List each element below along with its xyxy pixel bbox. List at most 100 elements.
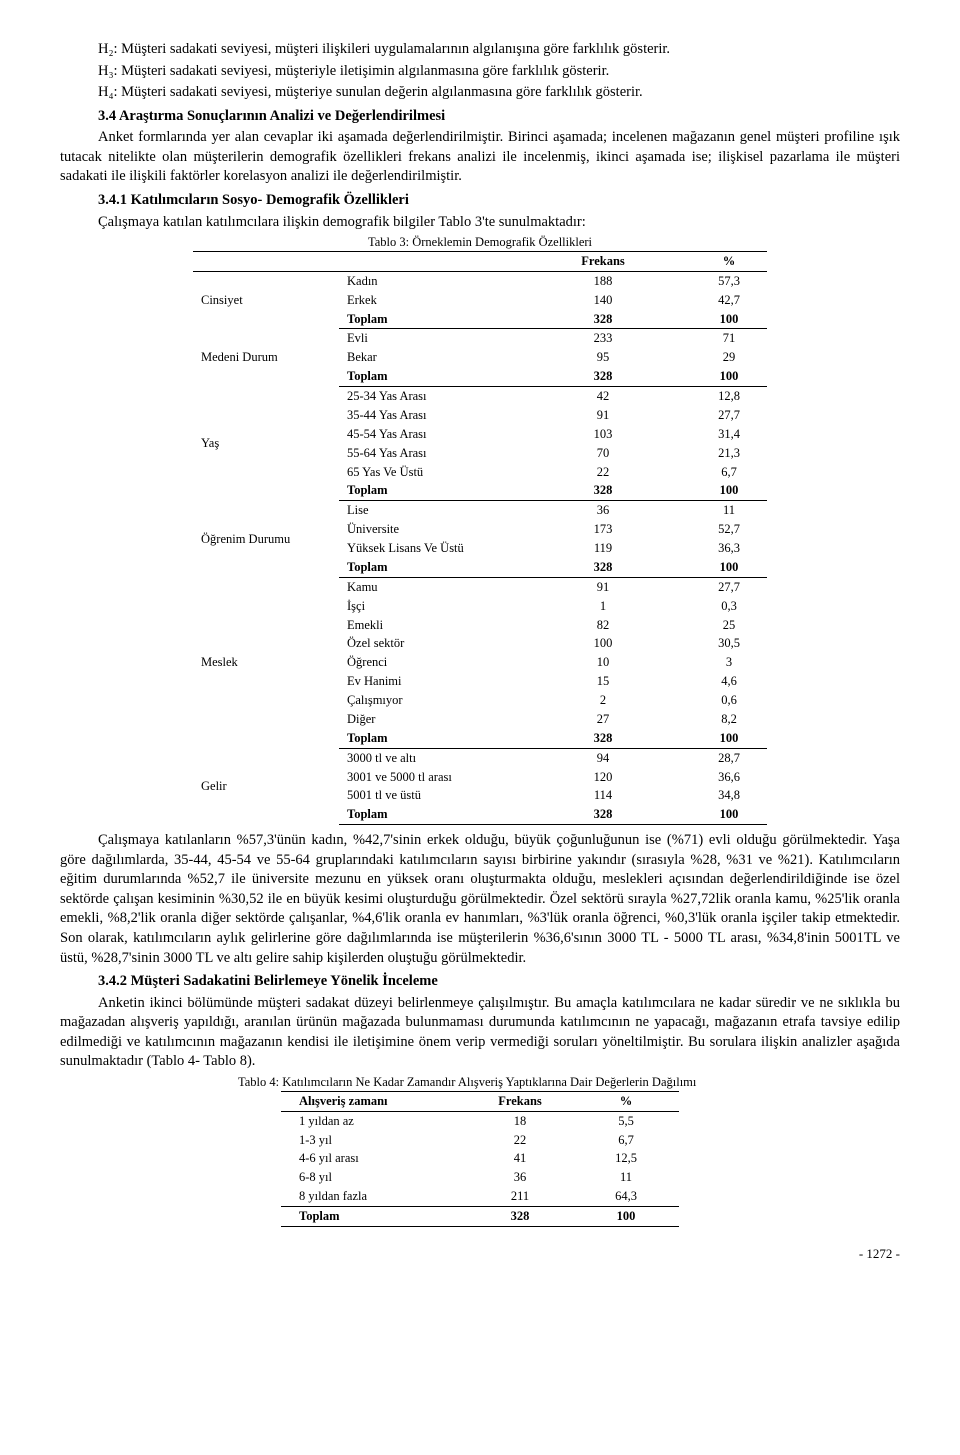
table3-row-name: 65 Yas Ve Üstü: [339, 463, 515, 482]
table3-row-name: 55-64 Yas Arası: [339, 444, 515, 463]
table3-group-label: Cinsiyet: [193, 271, 339, 329]
table3-row-freq: 100: [515, 634, 691, 653]
table4-row-freq: 22: [467, 1131, 573, 1150]
table3-total-label: Toplam: [339, 481, 515, 500]
hypothesis-h2: H₂: Müşteri sadakati seviyesi, müşteri i…: [60, 40, 900, 60]
table3-row-pct: 31,4: [691, 425, 767, 444]
table3-row-pct: 12,8: [691, 387, 767, 406]
table3-total-freq: 328: [515, 481, 691, 500]
table3-total-pct: 100: [691, 729, 767, 748]
table3-total-pct: 100: [691, 481, 767, 500]
table3-head-freq: Frekans: [515, 251, 691, 271]
table3-row-name: Erkek: [339, 291, 515, 310]
table4-row-freq: 18: [467, 1111, 573, 1130]
table3-total-pct: 100: [691, 310, 767, 329]
table3-row-name: 3000 tl ve altı: [339, 748, 515, 767]
table4-row-name: 8 yıldan fazla: [281, 1187, 467, 1206]
table3-row-pct: 0,6: [691, 691, 767, 710]
table3-row-freq: 94: [515, 748, 691, 767]
table3-row-name: Lise: [339, 501, 515, 520]
table3-caption: Tablo 3: Örneklemin Demografik Özellikle…: [60, 234, 900, 251]
table3-row-freq: 173: [515, 520, 691, 539]
table4-row-pct: 11: [573, 1168, 679, 1187]
table3-row-name: Öğrenci: [339, 653, 515, 672]
table3-row-pct: 71: [691, 329, 767, 348]
section-3-4-1-title: 3.4.1 Katılımcıların Sosyo- Demografik Ö…: [60, 191, 900, 211]
section-3-4-title: 3.4 Araştırma Sonuçlarının Analizi ve De…: [60, 107, 900, 127]
table4-row-freq: 211: [467, 1187, 573, 1206]
table3-row-name: Üniversite: [339, 520, 515, 539]
table3-row-freq: 91: [515, 577, 691, 596]
table3-row-name: Bekar: [339, 348, 515, 367]
table3-row-freq: 70: [515, 444, 691, 463]
table3-total-freq: 328: [515, 805, 691, 824]
table3-row-name: Ev Hanimi: [339, 672, 515, 691]
table3-row-name: 3001 ve 5000 tl arası: [339, 768, 515, 787]
table3-row-name: 45-54 Yas Arası: [339, 425, 515, 444]
hypothesis-h4: H₄: Müşteri sadakati seviyesi, müşteriye…: [60, 83, 900, 103]
section-3-4-2-title: 3.4.2 Müşteri Sadakatini Belirlemeye Yön…: [60, 972, 900, 992]
page-number: - 1272 -: [60, 1245, 900, 1263]
table3-row-freq: 91: [515, 406, 691, 425]
table3-total-pct: 100: [691, 558, 767, 577]
table3-row-name: Çalışmıyor: [339, 691, 515, 710]
table4-row-name: 6-8 yıl: [281, 1168, 467, 1187]
after-table3-paragraph: Çalışmaya katılanların %57,3'ünün kadın,…: [60, 831, 900, 968]
table4-row-pct: 64,3: [573, 1187, 679, 1206]
table3-row-name: Yüksek Lisans Ve Üstü: [339, 539, 515, 558]
table3-row-freq: 120: [515, 768, 691, 787]
table3-row-pct: 0,3: [691, 597, 767, 616]
table3-total-label: Toplam: [339, 805, 515, 824]
table3-row-pct: 28,7: [691, 748, 767, 767]
table4-row-pct: 12,5: [573, 1149, 679, 1168]
table4-head-time: Alışveriş zamanı: [281, 1091, 467, 1111]
table3-group-label: Medeni Durum: [193, 329, 339, 387]
table3-row-name: 35-44 Yas Arası: [339, 406, 515, 425]
hypothesis-h3: H₃: Müşteri sadakati seviyesi, müşteriyl…: [60, 62, 900, 82]
table3-row-freq: 140: [515, 291, 691, 310]
table4-total-label: Toplam: [281, 1207, 467, 1227]
table4-row-pct: 5,5: [573, 1111, 679, 1130]
table3-row-freq: 42: [515, 387, 691, 406]
table3-group-label: Yaş: [193, 387, 339, 501]
table3-row-freq: 10: [515, 653, 691, 672]
table3-row-pct: 42,7: [691, 291, 767, 310]
table4-total-freq: 328: [467, 1207, 573, 1227]
table3-row-pct: 3: [691, 653, 767, 672]
table4-caption: Tablo 4: Katılımcıların Ne Kadar Zamandı…: [200, 1074, 900, 1091]
table3-row-freq: 15: [515, 672, 691, 691]
table3-head-pct: %: [691, 251, 767, 271]
table3-row-freq: 95: [515, 348, 691, 367]
table4-total-pct: 100: [573, 1207, 679, 1227]
table3-row-freq: 2: [515, 691, 691, 710]
table3-row-pct: 34,8: [691, 786, 767, 805]
page: H₂: Müşteri sadakati seviyesi, müşteri i…: [0, 0, 960, 1302]
table3-row-freq: 27: [515, 710, 691, 729]
table3-row-freq: 22: [515, 463, 691, 482]
table3-row-name: İşçi: [339, 597, 515, 616]
section-3-4-body: Anket formlarında yer alan cevaplar iki …: [60, 128, 900, 187]
table3-row-pct: 4,6: [691, 672, 767, 691]
table3-row-name: 5001 tl ve üstü: [339, 786, 515, 805]
table4-row-name: 1 yıldan az: [281, 1111, 467, 1130]
table4: Alışveriş zamanıFrekans%1 yıldan az185,5…: [281, 1091, 679, 1227]
table4-row-name: 1-3 yıl: [281, 1131, 467, 1150]
table3-group-label: Öğrenim Durumu: [193, 501, 339, 578]
table3-total-label: Toplam: [339, 558, 515, 577]
table3-row-name: Emekli: [339, 616, 515, 635]
table3-total-freq: 328: [515, 310, 691, 329]
table3-row-freq: 103: [515, 425, 691, 444]
table3-row-freq: 36: [515, 501, 691, 520]
table3-row-pct: 27,7: [691, 406, 767, 425]
table4-row-freq: 36: [467, 1168, 573, 1187]
table3-group-label: Gelir: [193, 748, 339, 825]
table3-total-freq: 328: [515, 367, 691, 386]
table3-row-pct: 27,7: [691, 577, 767, 596]
table3-row-name: Kadın: [339, 271, 515, 290]
table4-row-pct: 6,7: [573, 1131, 679, 1150]
table3-row-freq: 82: [515, 616, 691, 635]
table3-row-freq: 1: [515, 597, 691, 616]
table3-total-freq: 328: [515, 729, 691, 748]
table3-row-name: Evli: [339, 329, 515, 348]
table3-group-label: Meslek: [193, 577, 339, 748]
